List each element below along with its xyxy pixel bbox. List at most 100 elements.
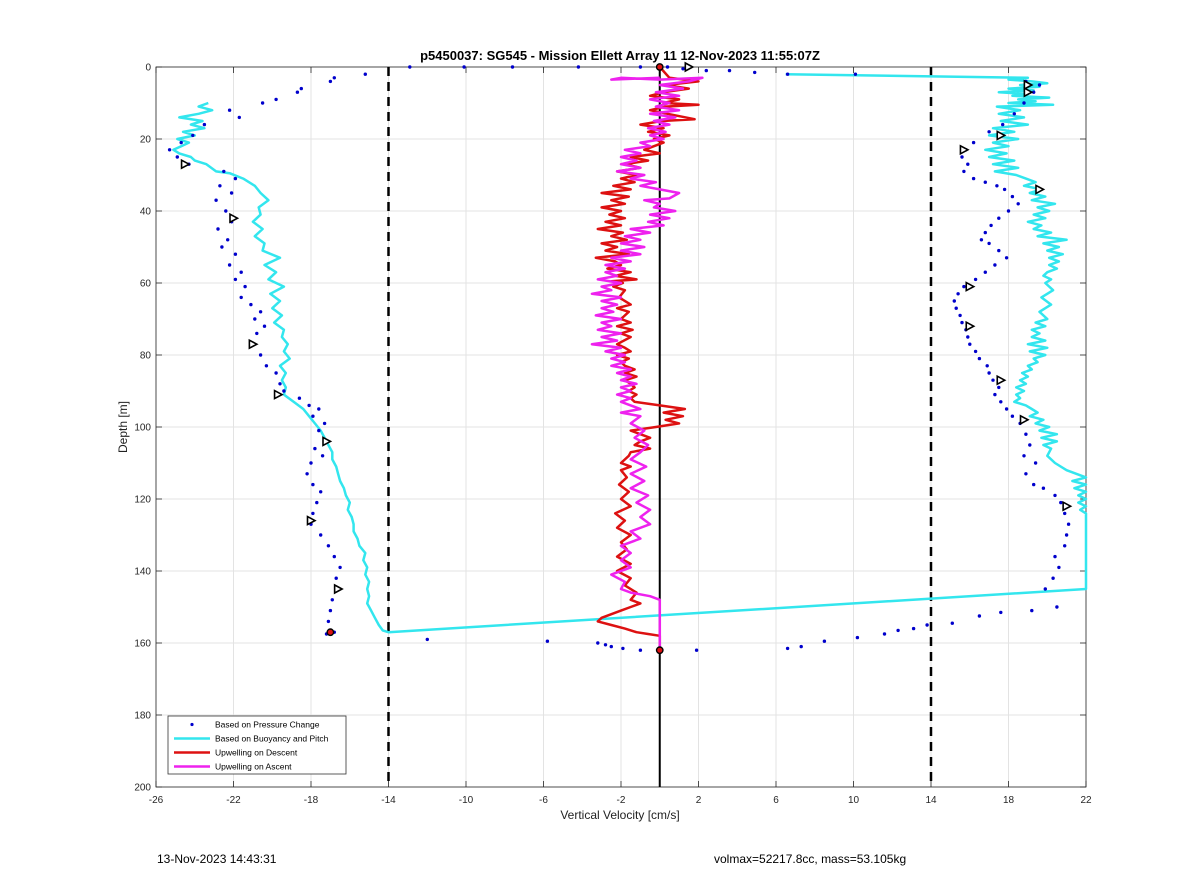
triangle-marker bbox=[1023, 86, 1034, 98]
series-upwelling-on-ascent bbox=[590, 76, 704, 651]
legend-box bbox=[167, 715, 347, 775]
data-point bbox=[785, 72, 790, 76]
data-point bbox=[1033, 461, 1038, 465]
data-point bbox=[226, 238, 230, 242]
data-point bbox=[332, 76, 336, 80]
data-point bbox=[1032, 90, 1036, 94]
data-point bbox=[1043, 587, 1048, 591]
data-point bbox=[332, 554, 336, 559]
legend-label: Based on Buoyancy and Pitch bbox=[215, 734, 329, 744]
legend-item-pressure: Based on Pressure Change bbox=[190, 720, 320, 730]
data-point bbox=[958, 313, 962, 318]
data-point bbox=[727, 68, 732, 73]
triangle-marker bbox=[180, 158, 191, 170]
data-point bbox=[925, 623, 929, 627]
x-tick-label: -6 bbox=[539, 795, 548, 806]
data-point bbox=[1041, 486, 1046, 490]
data-point bbox=[985, 364, 989, 368]
legend-item-descent: Upwelling on Descent bbox=[174, 748, 298, 758]
circle-marker bbox=[326, 628, 335, 637]
triangle-marker bbox=[306, 515, 317, 526]
data-point bbox=[311, 482, 315, 487]
data-point bbox=[425, 637, 429, 642]
data-point bbox=[855, 635, 860, 640]
data-point bbox=[249, 302, 253, 307]
data-point bbox=[1022, 101, 1026, 105]
data-point bbox=[227, 108, 232, 112]
data-point bbox=[987, 130, 991, 134]
data-point bbox=[233, 277, 238, 282]
data-point bbox=[987, 371, 991, 375]
grid bbox=[155, 66, 1087, 788]
data-point bbox=[971, 176, 976, 181]
x-tick-label: 22 bbox=[1080, 795, 1092, 806]
legend-label: Based on Pressure Change bbox=[215, 720, 320, 730]
triangle-marker bbox=[273, 389, 284, 400]
data-point bbox=[987, 241, 991, 246]
data-point bbox=[603, 643, 608, 647]
data-point bbox=[983, 230, 987, 235]
data-point bbox=[799, 644, 803, 649]
data-point bbox=[1004, 256, 1009, 260]
data-point bbox=[1037, 83, 1042, 87]
data-point bbox=[966, 162, 970, 166]
data-point bbox=[997, 216, 1001, 220]
data-point bbox=[621, 646, 625, 651]
data-point bbox=[202, 122, 207, 127]
data-point bbox=[237, 115, 241, 120]
data-point bbox=[297, 396, 302, 400]
data-point bbox=[960, 320, 964, 325]
data-point bbox=[1066, 522, 1071, 526]
x-tick-label: 18 bbox=[1003, 795, 1015, 806]
y-tick-label: 20 bbox=[140, 135, 152, 146]
data-point bbox=[1024, 472, 1028, 476]
data-point bbox=[609, 644, 613, 649]
series-upwelling-on-descent bbox=[594, 66, 700, 651]
data-point bbox=[1012, 112, 1016, 116]
data-point bbox=[320, 454, 325, 458]
volmax-mass-label: volmax=52217.8cc, mass=53.105kg bbox=[714, 852, 907, 866]
data-point bbox=[282, 389, 286, 393]
data-point bbox=[334, 576, 338, 580]
data-point bbox=[408, 65, 412, 69]
data-point bbox=[962, 169, 966, 174]
data-point bbox=[1051, 576, 1055, 580]
data-point bbox=[638, 65, 643, 69]
data-point bbox=[971, 140, 976, 145]
data-point bbox=[1022, 454, 1026, 458]
data-point bbox=[311, 414, 315, 418]
data-point bbox=[258, 310, 263, 314]
data-point bbox=[973, 349, 978, 354]
data-point bbox=[278, 382, 282, 386]
data-point bbox=[274, 371, 278, 375]
data-point bbox=[328, 79, 333, 84]
y-tick-label: 160 bbox=[134, 639, 151, 650]
data-point bbox=[956, 292, 960, 296]
data-point bbox=[993, 263, 997, 267]
triangle-marker bbox=[1062, 500, 1073, 512]
x-tick-label: -14 bbox=[381, 795, 396, 806]
data-point bbox=[175, 155, 179, 159]
data-point bbox=[983, 180, 987, 184]
data-point bbox=[665, 65, 670, 69]
data-point bbox=[979, 238, 984, 242]
triangle-marker bbox=[684, 61, 695, 73]
data-point bbox=[258, 353, 263, 357]
data-point bbox=[753, 70, 757, 75]
axes: -26 -22 -18 -14 -10 -6 -2 2 6 10 14 18 2202040608010… bbox=[134, 63, 1092, 807]
data-point bbox=[545, 639, 550, 643]
data-point bbox=[1028, 443, 1032, 447]
legend-item-ascent: Upwelling on Ascent bbox=[174, 762, 292, 772]
data-series bbox=[167, 65, 1088, 652]
data-point bbox=[681, 67, 685, 71]
data-point bbox=[319, 533, 323, 537]
y-tick-label: 80 bbox=[140, 351, 152, 362]
data-point bbox=[317, 428, 321, 433]
data-point bbox=[243, 284, 247, 289]
triangle-marker bbox=[248, 338, 259, 350]
data-point bbox=[262, 324, 267, 328]
data-point bbox=[224, 209, 228, 213]
data-point bbox=[704, 68, 708, 73]
data-point bbox=[315, 500, 319, 505]
